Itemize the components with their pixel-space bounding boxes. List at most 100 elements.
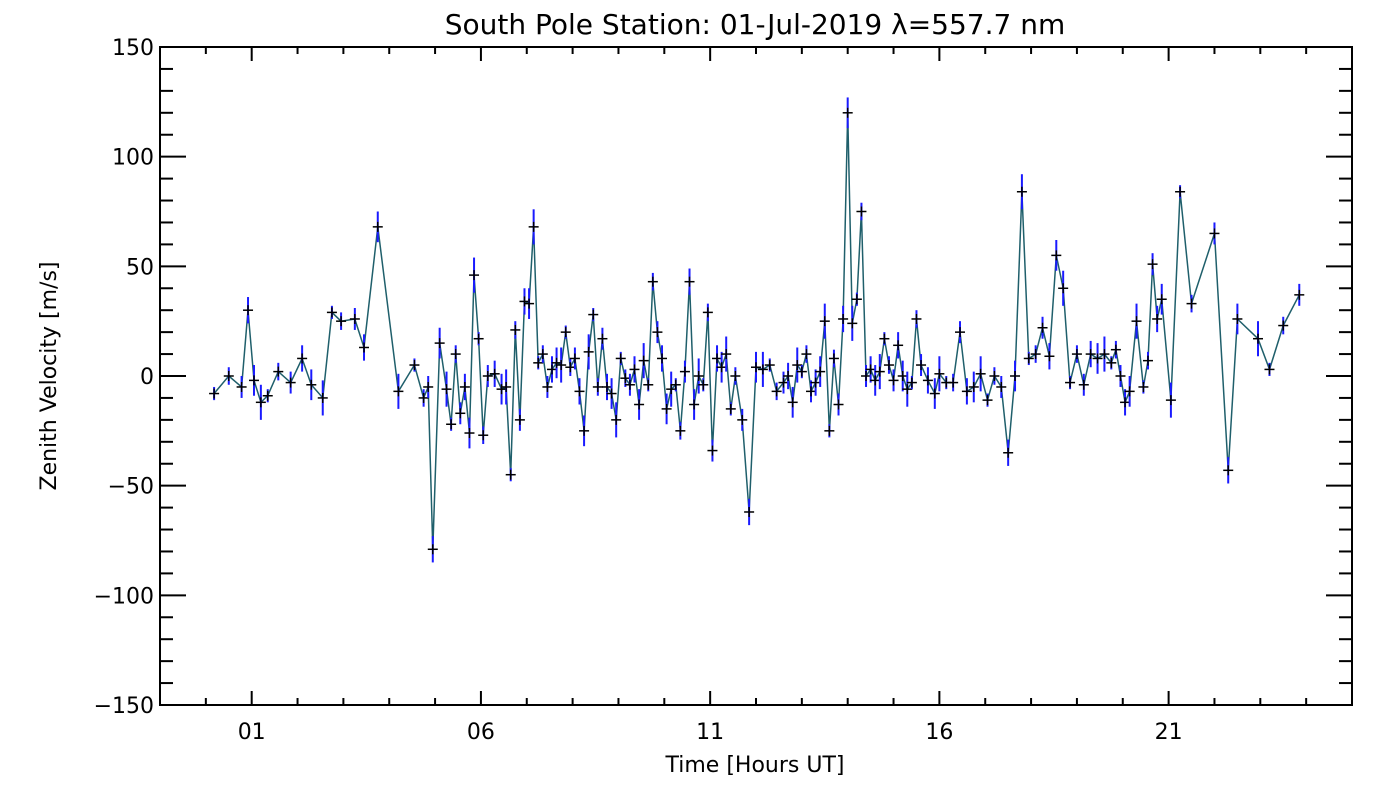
data-point — [459, 381, 470, 392]
data-point — [606, 388, 617, 399]
data-point — [638, 355, 649, 366]
data-point — [602, 381, 612, 392]
data-point — [482, 371, 493, 381]
data-point — [847, 318, 858, 329]
data-point — [1152, 313, 1163, 324]
data-point — [916, 360, 927, 371]
series-layer — [209, 97, 1305, 563]
data-point — [922, 375, 933, 386]
data-point — [874, 366, 885, 377]
data-point — [1138, 381, 1149, 392]
data-point — [842, 107, 853, 118]
data-point — [1142, 355, 1153, 366]
data-point — [647, 276, 658, 287]
data-point — [528, 221, 539, 232]
data-point — [556, 360, 567, 371]
data-point — [828, 353, 839, 364]
data-point — [537, 349, 548, 360]
data-point — [478, 430, 489, 441]
data-point — [1131, 316, 1142, 327]
data-point — [666, 384, 677, 395]
data-point — [737, 414, 748, 425]
data-point — [505, 469, 516, 480]
x-tick-label: 06 — [467, 720, 495, 745]
data-point — [1253, 333, 1264, 344]
data-point — [934, 368, 945, 379]
data-point — [764, 360, 775, 371]
data-point — [1106, 357, 1117, 368]
data-point — [693, 371, 704, 381]
data-point — [1156, 294, 1167, 305]
data-point — [1010, 371, 1021, 381]
y-tick-label: 50 — [126, 255, 154, 280]
y-tick-label: 0 — [140, 365, 154, 390]
data-point — [588, 309, 599, 320]
y-axis-label: Zenith Velocity [m/s] — [37, 262, 62, 491]
data-point — [209, 388, 220, 399]
data-point — [514, 414, 525, 425]
data-point — [469, 270, 480, 281]
data-point — [1071, 349, 1082, 360]
data-point — [833, 399, 844, 410]
data-point — [1175, 186, 1186, 197]
data-point — [684, 276, 695, 287]
data-point — [297, 353, 308, 364]
data-point — [574, 386, 585, 397]
data-point — [285, 377, 296, 388]
data-point — [1078, 379, 1089, 390]
data-point — [1278, 320, 1289, 331]
data-point — [524, 298, 535, 309]
data-point — [255, 397, 266, 408]
data-point — [1065, 377, 1076, 388]
data-point — [982, 395, 993, 406]
data-point — [824, 425, 835, 436]
data-point — [1003, 447, 1014, 458]
data-point — [911, 313, 922, 324]
data-point — [778, 377, 789, 388]
data-point — [670, 379, 681, 390]
data-point — [716, 362, 727, 373]
data-point — [1030, 349, 1041, 360]
x-axis-ticks: 01 06 11 16 21 — [204, 47, 1308, 745]
data-point — [223, 371, 234, 381]
data-point — [751, 362, 761, 373]
x-tick-label: 01 — [238, 720, 266, 745]
data-point — [560, 327, 571, 338]
y-tick-label: −150 — [94, 694, 154, 719]
data-point — [359, 342, 370, 353]
data-point — [1294, 289, 1305, 300]
data-point — [423, 381, 434, 392]
y-tick-label: 100 — [112, 146, 154, 171]
data-point — [838, 313, 849, 324]
data-point — [783, 371, 794, 381]
data-point — [893, 340, 904, 351]
data-point — [1232, 313, 1243, 324]
data-point — [427, 544, 438, 555]
data-point — [473, 333, 484, 344]
data-point — [349, 313, 360, 324]
data-point — [1023, 353, 1034, 364]
data-point — [501, 381, 512, 392]
data-point — [455, 408, 466, 419]
data-point — [372, 221, 383, 232]
data-point — [679, 366, 690, 377]
data-point — [583, 346, 594, 357]
data-point — [652, 327, 663, 338]
data-point — [409, 360, 420, 371]
data-point — [533, 357, 544, 368]
x-axis-label: Time [Hours UT] — [665, 753, 845, 778]
data-point — [1147, 259, 1158, 270]
data-point — [975, 368, 986, 379]
data-point — [712, 353, 723, 364]
data-point — [306, 379, 317, 390]
data-point — [851, 294, 862, 305]
data-point — [989, 371, 1000, 381]
data-point — [771, 386, 782, 397]
data-point — [317, 392, 328, 403]
data-point — [489, 368, 500, 379]
x-tick-label: 21 — [1155, 720, 1183, 745]
data-point — [336, 316, 347, 327]
data-point — [519, 296, 530, 307]
data-point — [888, 375, 899, 386]
